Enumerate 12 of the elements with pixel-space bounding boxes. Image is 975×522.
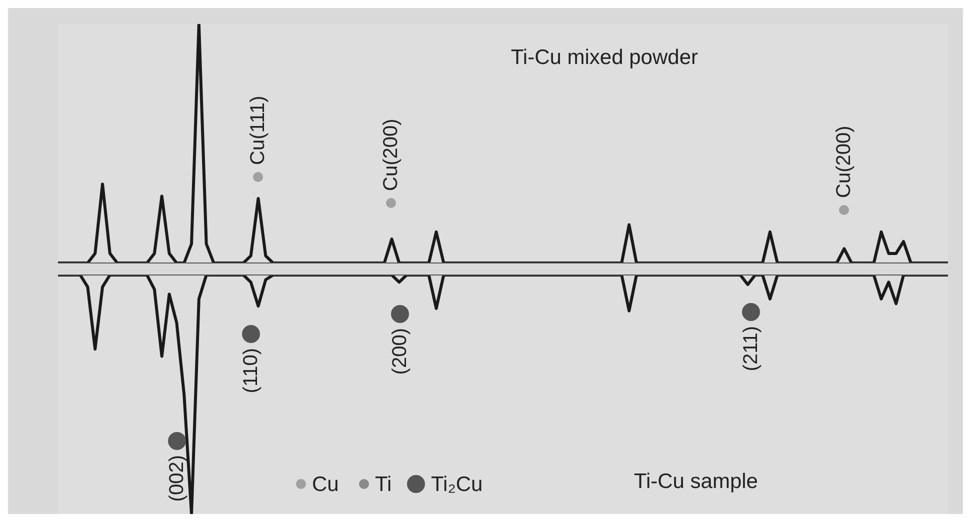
annotation: (110) bbox=[240, 348, 262, 394]
annotation: Ti bbox=[375, 472, 392, 496]
annotation: Ti₂Cu bbox=[431, 472, 483, 496]
annotation: Cu(200) bbox=[380, 118, 402, 191]
annotation: (211) bbox=[740, 326, 762, 372]
text: Ti-Cu sample bbox=[634, 470, 758, 494]
annotation: Cu bbox=[312, 472, 339, 496]
annotation: (200) bbox=[389, 328, 411, 375]
text: Ti-Cu mixed powder bbox=[510, 46, 698, 70]
annotation: (002) bbox=[166, 455, 188, 502]
annotation: Cu(111) bbox=[247, 96, 269, 165]
annotation: Cu(200) bbox=[833, 126, 855, 198]
